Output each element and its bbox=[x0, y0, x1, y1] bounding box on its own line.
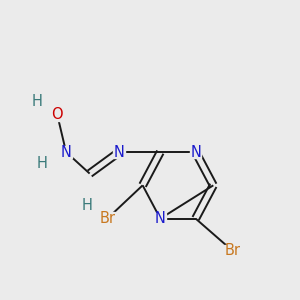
Text: H: H bbox=[81, 198, 92, 213]
Text: O: O bbox=[51, 107, 63, 122]
Bar bbox=[99, 212, 116, 225]
Bar bbox=[81, 200, 92, 212]
Bar bbox=[224, 244, 241, 257]
Text: N: N bbox=[114, 145, 124, 160]
Bar bbox=[190, 146, 201, 158]
Text: N: N bbox=[190, 145, 201, 160]
Bar bbox=[61, 146, 72, 158]
Bar bbox=[31, 95, 42, 107]
Text: H: H bbox=[37, 156, 48, 171]
Bar bbox=[113, 146, 125, 158]
Text: N: N bbox=[61, 145, 71, 160]
Text: N: N bbox=[155, 211, 166, 226]
Text: Br: Br bbox=[99, 211, 115, 226]
Bar bbox=[155, 213, 166, 224]
Text: H: H bbox=[31, 94, 42, 109]
Bar bbox=[37, 158, 48, 169]
Text: Br: Br bbox=[224, 243, 240, 258]
Bar bbox=[52, 109, 63, 121]
